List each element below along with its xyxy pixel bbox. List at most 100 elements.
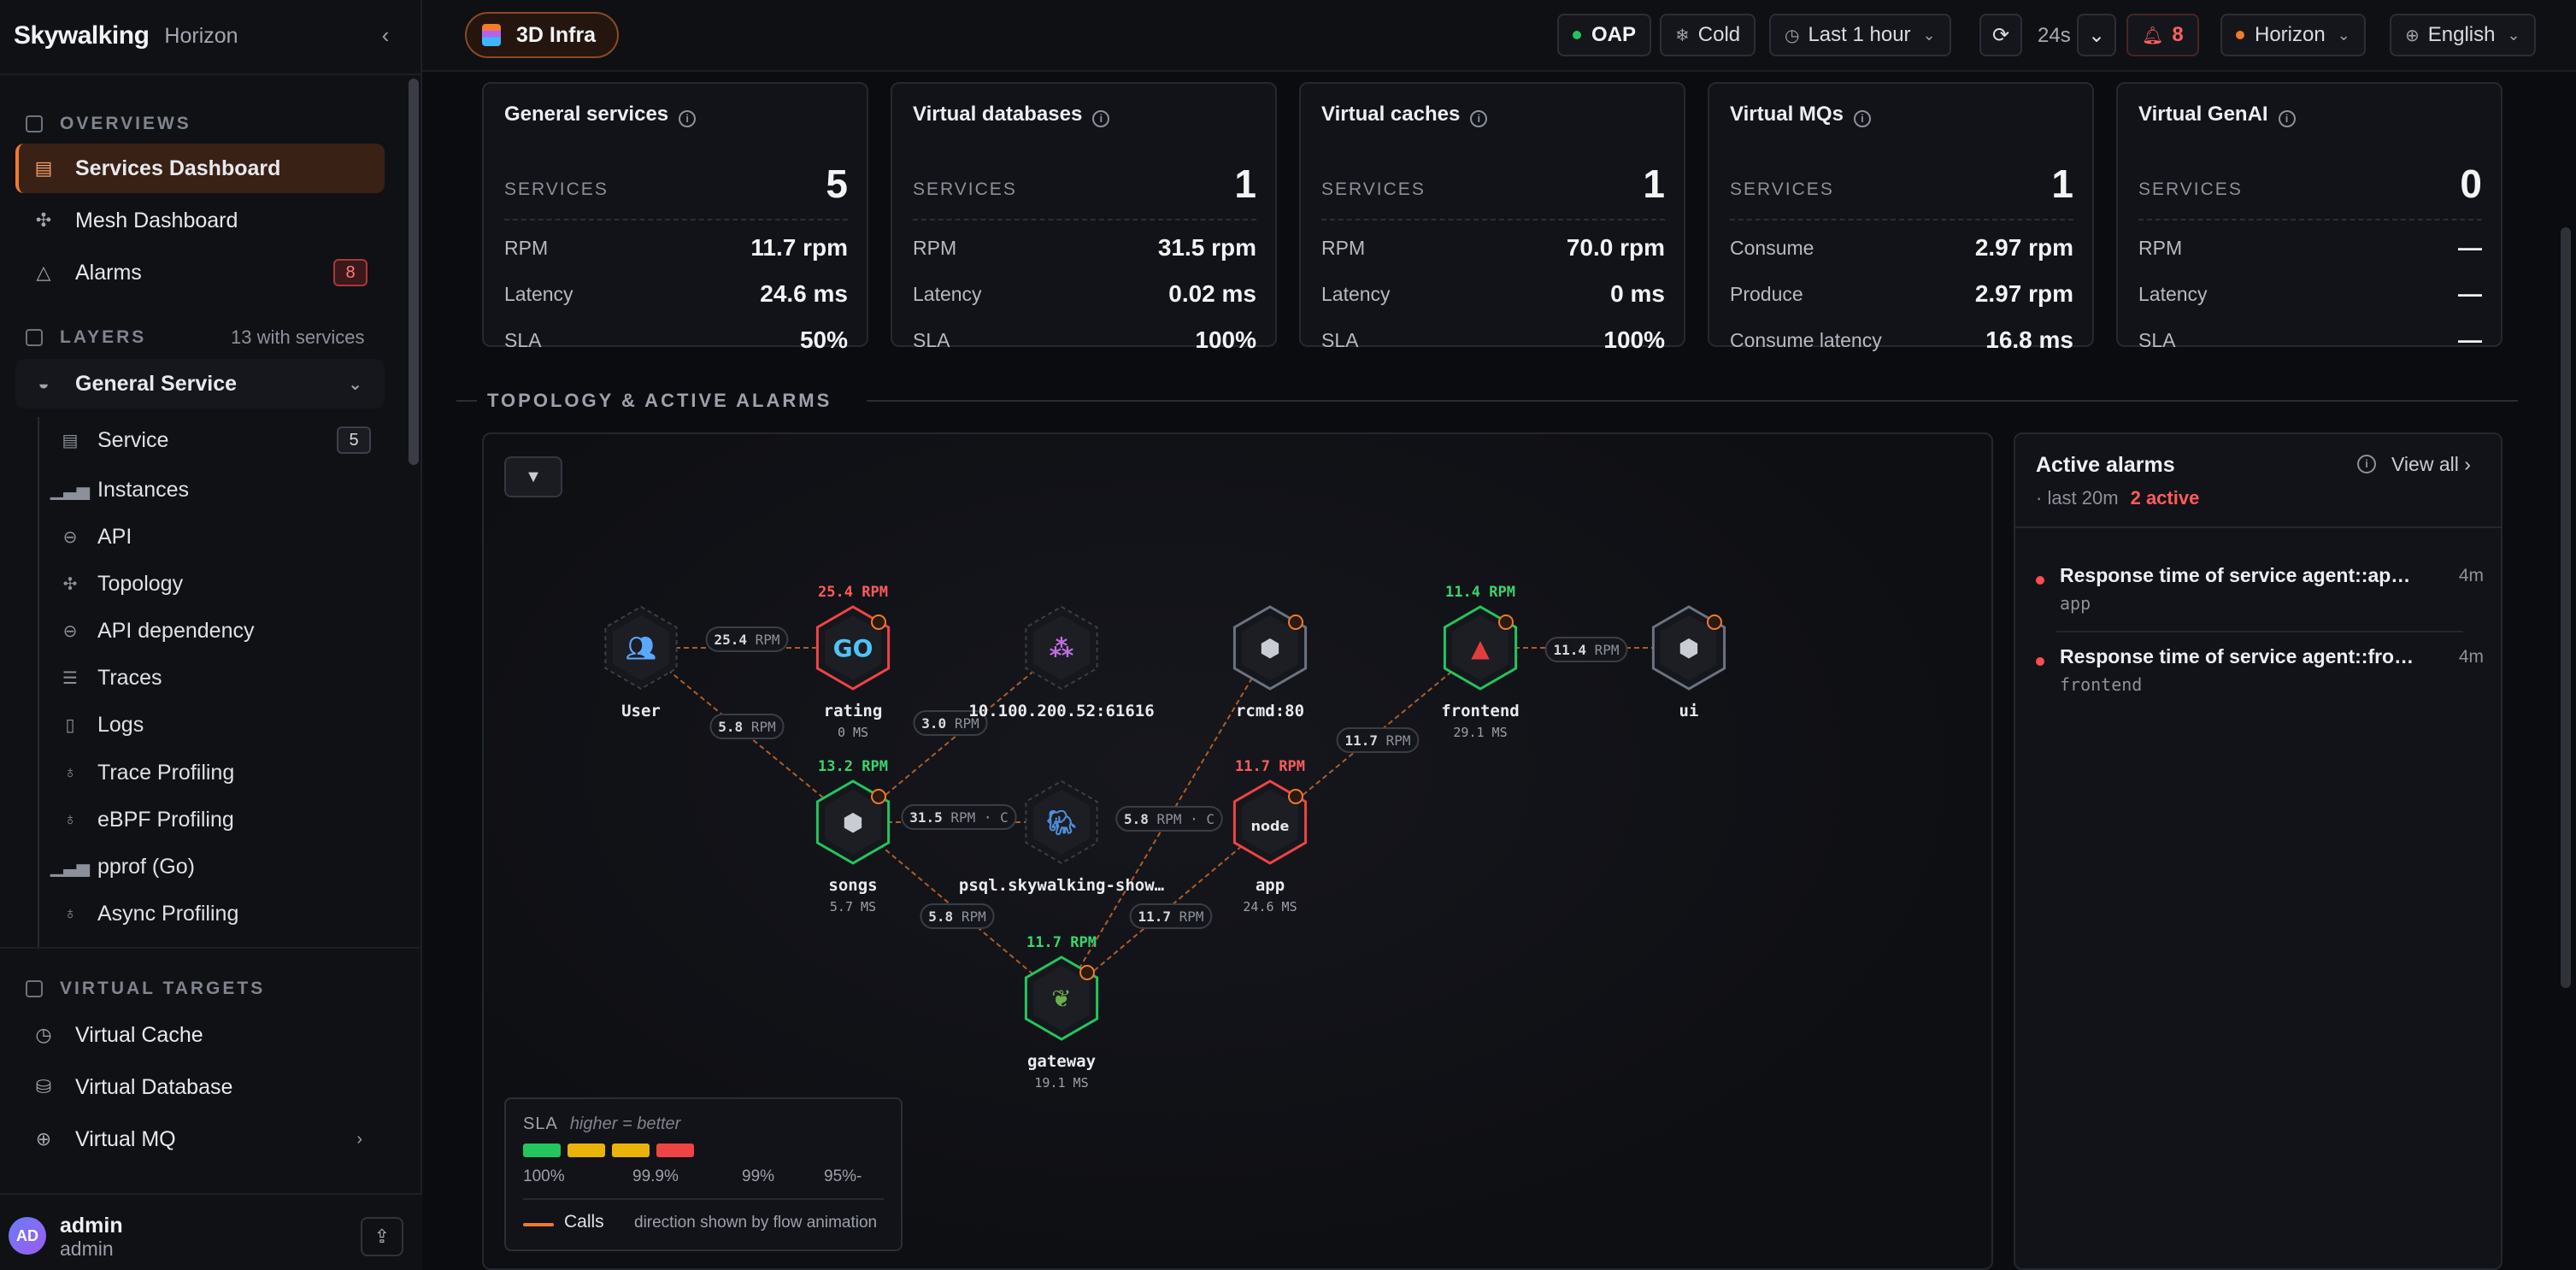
chevron-down-icon: ⌄ — [2087, 23, 2106, 47]
temperature-toggle[interactable]: ❄ Cold — [1660, 14, 1756, 56]
sla-legend: SLA higher = better 100% 99.9% 99% 95%- C… — [504, 1097, 903, 1251]
topology-node[interactable]: ❦ 11.7 RPM gateway 19.1 MS — [1024, 934, 1099, 1091]
nav-pprof-go[interactable]: ▁▃▅ pprof (Go) — [50, 844, 385, 889]
nav-virtual-cache[interactable]: ◷ Virtual Cache — [15, 1010, 385, 1060]
card-title-text: General services — [504, 103, 669, 126]
spring-icon: ❦ — [1051, 985, 1071, 1013]
card-row: Latency 24.6 ms — [504, 277, 848, 311]
refresh-button[interactable]: ⟳ — [1979, 14, 2022, 56]
alarm-item[interactable]: Response time of service agent::app is m… — [2036, 562, 2484, 631]
info-icon[interactable]: i — [2278, 110, 2296, 127]
metric-card[interactable]: Virtual databases i SERVICES 1 RPM 31.5 rpm La… — [891, 82, 1277, 353]
topology-panel[interactable]: 25.4 RPM 5.8 RPM 3.0 RPM 31.5 RPM · C 5.8 RP… — [482, 432, 1993, 1270]
alarm-time: 4m — [2458, 566, 2484, 585]
nav-api-dependency[interactable]: ⊖ API dependency — [60, 609, 385, 653]
sidebar: Skywalking Horizon ‹ OVERVIEWS ▤ Service… — [0, 0, 422, 1270]
topology-node[interactable]: GO 25.4 RPM rating 0 MS — [815, 584, 891, 740]
card-row: Produce 2.97 rpm — [1730, 277, 2073, 311]
edge-label-text: 11.7 RPM — [1344, 732, 1410, 749]
nav-api[interactable]: ⊖ API — [60, 514, 385, 559]
alarm-bell-button[interactable]: 🔔︎ 8 — [2126, 14, 2199, 56]
calls-description: direction shown by flow animation — [634, 1214, 878, 1232]
nav-label: API dependency — [97, 618, 255, 643]
layers-meta: 13 with services — [231, 326, 365, 348]
bar-chart-icon: ▁▃▅ — [50, 480, 91, 500]
tree-line — [38, 417, 39, 947]
node-rpm: 11.7 RPM — [1026, 934, 1097, 951]
node-inner — [825, 615, 881, 680]
edge-label-pill — [709, 714, 785, 739]
language-select[interactable]: ⊕ English ⌄ — [2390, 14, 2536, 56]
topology-node[interactable]: ⬢ ui — [1651, 605, 1726, 720]
metric-card[interactable]: Virtual MQs i SERVICES 1 Consume 2.97 rpm Prod… — [1708, 82, 2094, 353]
oap-status[interactable]: OAP — [1557, 14, 1652, 56]
nav-topology[interactable]: ✣ Topology — [60, 562, 385, 606]
topology-node[interactable]: 👥︎ User — [604, 605, 678, 720]
nav-mesh-dashboard[interactable]: ✣ Mesh Dashboard — [15, 196, 385, 245]
node-name: songs — [828, 876, 877, 895]
card-row: Latency — — [2138, 277, 2482, 311]
nav-async-profiling[interactable]: ♁ Async Profiling — [60, 891, 385, 936]
topology-node[interactable]: ⬢ rcmd:80 — [1232, 605, 1308, 720]
edge-unit: RPM — [962, 908, 986, 925]
edge-label-pill — [1115, 806, 1223, 832]
export-button[interactable]: ⇪ — [361, 1217, 403, 1256]
nav-label: Async Profiling — [97, 901, 239, 926]
metric-card[interactable]: Virtual caches i SERVICES 1 RPM 70.0 rpm Laten… — [1299, 82, 1685, 353]
nav-services-dashboard[interactable]: ▤ Services Dashboard — [15, 144, 385, 193]
info-icon[interactable]: i — [1853, 110, 1871, 127]
metric-value: 70.0 rpm — [1566, 234, 1665, 261]
info-icon[interactable]: i — [679, 110, 697, 127]
horizon-select[interactable]: Horizon ⌄ — [2220, 14, 2366, 56]
divider — [867, 400, 2518, 402]
user-bar: AD admin admin ⇪ — [0, 1193, 422, 1270]
nav-general-service[interactable]: ◒ General Service ⌄ — [15, 359, 385, 409]
divider — [0, 73, 422, 75]
brand[interactable]: Skywalking Horizon — [14, 19, 238, 53]
topology-node[interactable]: ▲ 11.4 RPM frontend 29.1 MS — [1441, 584, 1520, 740]
refresh-interval-select[interactable]: ⌄ — [2077, 14, 2116, 56]
snowflake-icon: ❄ — [1675, 26, 1690, 45]
card-title: General services i — [504, 103, 697, 127]
nav-logs[interactable]: ▯ Logs — [60, 703, 385, 747]
node-latency: 19.1 MS — [1034, 1075, 1088, 1091]
nav-traces[interactable]: ☰ Traces — [60, 656, 385, 700]
metric-card[interactable]: General services i SERVICES 5 RPM 11.7 rpm Lat… — [482, 82, 868, 353]
avatar[interactable]: AD — [9, 1217, 46, 1255]
nav-label: Service — [97, 427, 169, 452]
topology-node[interactable]: 🐘︎ psql.skywalking-show… — [959, 779, 1164, 895]
info-icon[interactable]: i — [1470, 110, 1488, 127]
view-all-link[interactable]: View all › — [2391, 453, 2471, 475]
node-rpm: 11.7 RPM — [1235, 758, 1305, 775]
filter-button[interactable]: ▼ — [504, 456, 562, 497]
collapse-sidebar-icon[interactable]: ‹ — [381, 22, 390, 48]
topology-node[interactable]: ⬢ 13.2 RPM songs 5.7 MS — [815, 758, 891, 914]
section-label: VIRTUAL TARGETS — [60, 979, 266, 998]
card-big-value: 5 — [826, 162, 848, 206]
main-scrollbar[interactable] — [2561, 227, 2571, 988]
metric-key: Latency — [1321, 282, 1391, 305]
nav-label: Traces — [97, 665, 162, 690]
card-row: SLA 100% — [1321, 323, 1665, 357]
topology-node[interactable]: ⁂ 10.100.200.52:61616 — [968, 605, 1155, 720]
nav-ebpf-profiling[interactable]: ♁ eBPF Profiling — [60, 797, 385, 842]
sidebar-scrollbar[interactable] — [409, 79, 419, 465]
nav-virtual-mq[interactable]: ⊕ Virtual MQ › — [15, 1114, 385, 1164]
nav-trace-profiling[interactable]: ♁ Trace Profiling — [60, 750, 385, 795]
edge-label-pill — [1336, 727, 1420, 753]
nav-alarms[interactable]: △ Alarms 8 — [15, 248, 385, 297]
nav-virtual-database[interactable]: ⛁ Virtual Database — [15, 1062, 385, 1112]
grid-icon — [26, 980, 43, 997]
topology-node[interactable]: node 11.7 RPM app 24.6 MS — [1232, 758, 1308, 914]
alarm-item[interactable]: Response time of service agent::frontend… — [2036, 644, 2484, 712]
edge-label: 3.0 RPM — [913, 710, 988, 736]
3d-infra-button[interactable]: 3D Infra — [465, 12, 619, 58]
metric-card[interactable]: Virtual GenAI i SERVICES 0 RPM — Latency — SLA — — [2116, 82, 2502, 353]
nav-instances[interactable]: ▁▃▅ Instances — [50, 467, 385, 512]
nav-service[interactable]: ▤ Service 5 — [60, 418, 385, 462]
nav-label: Services Dashboard — [75, 156, 281, 180]
time-range-select[interactable]: ◷ Last 1 hour ⌄ — [1769, 14, 1951, 56]
info-icon[interactable]: i — [2357, 455, 2376, 473]
info-icon[interactable]: i — [1092, 110, 1110, 127]
